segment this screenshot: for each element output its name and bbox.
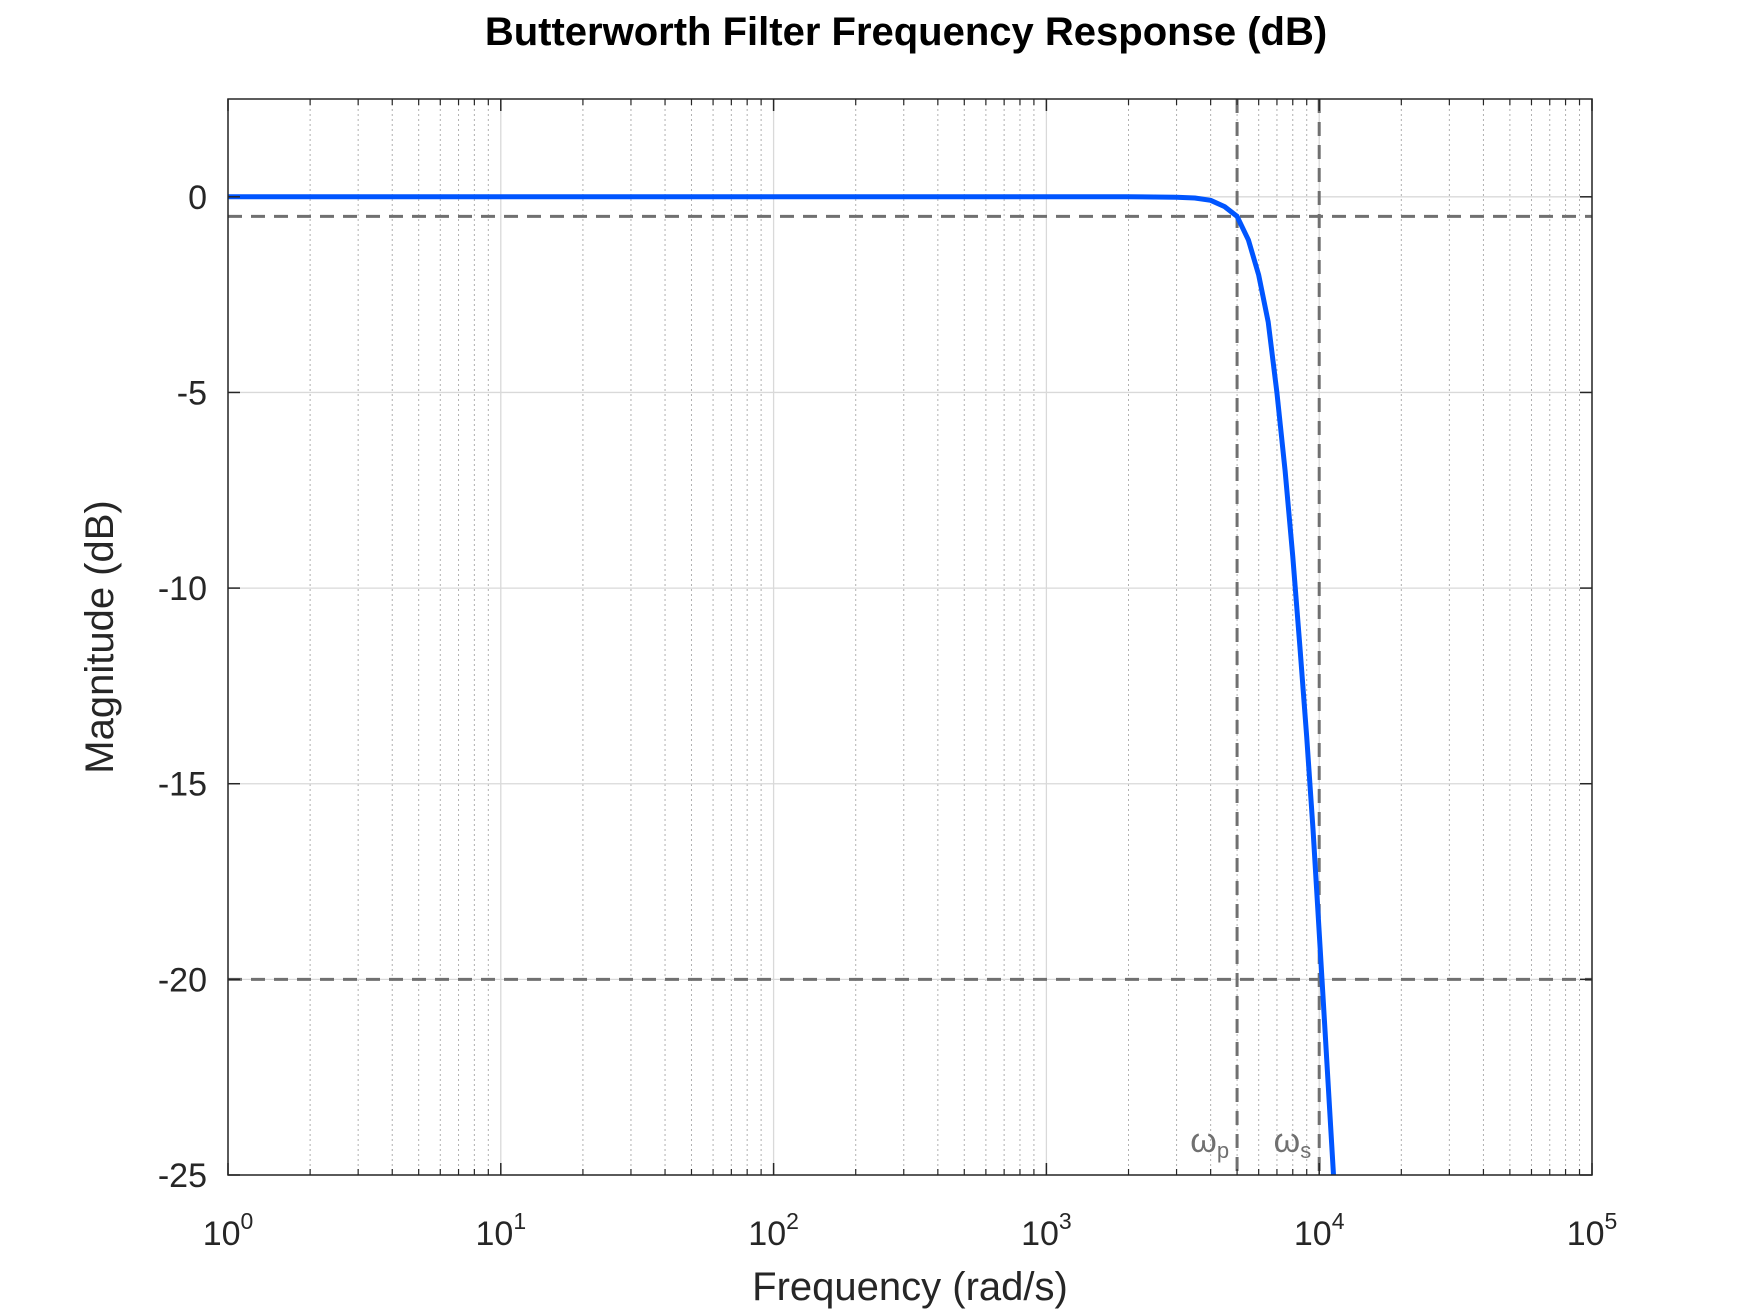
x-tick-exponent: 2 bbox=[786, 1208, 799, 1234]
y-axis-label: Magnitude (dB) bbox=[78, 500, 122, 773]
x-tick-base: 10 bbox=[1021, 1215, 1059, 1253]
x-tick-label: 104 bbox=[1294, 1208, 1345, 1253]
omega-p-label-subscript: p bbox=[1217, 1138, 1229, 1163]
y-tick-label: -25 bbox=[158, 1157, 207, 1195]
x-tick-base: 10 bbox=[475, 1215, 513, 1253]
x-tick-exponent: 0 bbox=[241, 1208, 254, 1234]
y-tick-label: -15 bbox=[158, 766, 207, 804]
x-tick-label: 105 bbox=[1567, 1208, 1618, 1253]
x-tick-label: 100 bbox=[203, 1208, 254, 1253]
axes-box bbox=[227, 98, 1593, 1176]
x-tick-base: 10 bbox=[1567, 1215, 1605, 1253]
x-tick-exponent: 5 bbox=[1605, 1208, 1618, 1234]
omega-p-label-symbol: ω bbox=[1190, 1122, 1217, 1160]
x-tick-exponent: 1 bbox=[513, 1208, 526, 1234]
series-group bbox=[228, 194, 1337, 1175]
y-tick-label: -10 bbox=[158, 570, 207, 608]
omega-s-label-symbol: ω bbox=[1274, 1122, 1301, 1160]
y-tick-label: 0 bbox=[188, 179, 207, 217]
omega-p-label: ωp bbox=[1190, 1122, 1229, 1163]
x-tick-label: 101 bbox=[475, 1208, 526, 1253]
x-tick-label: 102 bbox=[748, 1208, 799, 1253]
y-tick-label: -20 bbox=[158, 961, 207, 999]
series-line bbox=[228, 194, 1337, 1175]
x-tick-labels: 100 101 102 103 104 105 bbox=[203, 1208, 1618, 1253]
x-tick-base: 10 bbox=[1294, 1215, 1332, 1253]
marker-labels: ωp ωs bbox=[1190, 1122, 1311, 1163]
omega-s-label-subscript: s bbox=[1300, 1138, 1311, 1163]
chart-title: Butterworth Filter Frequency Response (d… bbox=[485, 10, 1327, 54]
y-tick-label: -5 bbox=[177, 374, 207, 412]
x-tick-label: 103 bbox=[1021, 1208, 1072, 1253]
x-tick-exponent: 3 bbox=[1059, 1208, 1072, 1234]
y-tick-labels: 0 -5 -10 -15 -20 -25 bbox=[158, 179, 207, 1195]
omega-s-label: ωs bbox=[1274, 1122, 1312, 1163]
x-tick-base: 10 bbox=[203, 1215, 241, 1253]
axes-frame bbox=[227, 98, 1593, 1176]
plot-area bbox=[228, 99, 1592, 1175]
x-tick-base: 10 bbox=[748, 1215, 786, 1253]
x-axis-label: Frequency (rad/s) bbox=[752, 1265, 1068, 1309]
reference-lines bbox=[228, 99, 1592, 1175]
plot-background bbox=[228, 99, 1592, 1175]
x-tick-exponent: 4 bbox=[1332, 1208, 1345, 1234]
